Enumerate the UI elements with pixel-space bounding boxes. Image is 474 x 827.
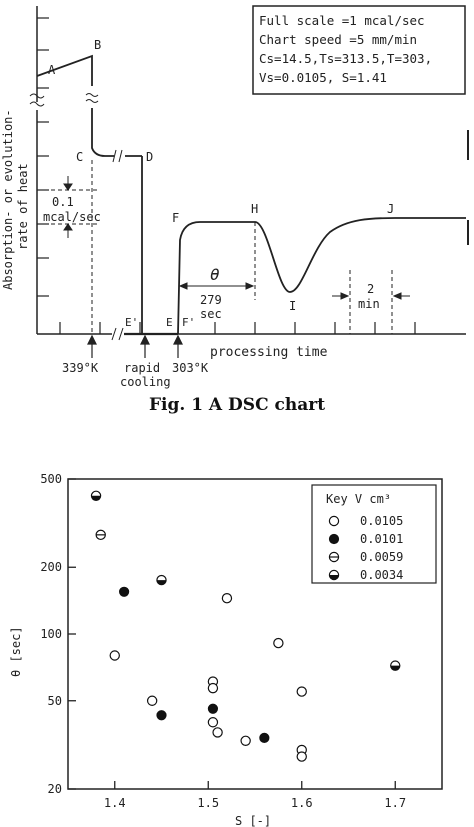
legend-label: 0.0034	[360, 568, 403, 582]
dsc-marker-rapid: rapid	[124, 361, 160, 375]
dsc-y-ticks	[37, 17, 49, 297]
data-point	[273, 637, 284, 649]
data-point	[95, 529, 106, 541]
legend-marker	[328, 569, 340, 581]
dsc-marker-339: 339°K	[62, 361, 99, 375]
legend-box	[311, 484, 437, 584]
x-tick-label: 1.5	[197, 796, 219, 810]
data-point	[207, 682, 219, 694]
y-tick-label: 200	[40, 560, 62, 574]
dsc-point-label: I	[289, 299, 296, 313]
dsc-point-label: J	[387, 202, 394, 216]
data-point	[212, 727, 223, 738]
dsc-y-label: Absorption- or evolution-	[1, 109, 15, 290]
y-tick-label: 100	[40, 627, 62, 641]
data-point	[119, 586, 130, 597]
dsc-scale-arrows	[63, 176, 73, 238]
dsc-event-arrows	[87, 334, 183, 358]
dsc-point-label: E'	[125, 316, 138, 329]
dsc-curve-break	[112, 149, 123, 163]
data-point	[109, 650, 120, 661]
data-point	[296, 686, 307, 697]
legend-label: 0.0101	[360, 532, 403, 546]
dsc-point-label: D	[146, 150, 153, 164]
dsc-marker-303: 303°K	[172, 361, 209, 375]
dsc-point-label: B	[94, 38, 101, 52]
data-point	[207, 703, 219, 714]
data-point	[296, 751, 307, 762]
dsc-info-box	[252, 5, 466, 95]
dsc-theta-symbol: θ	[210, 265, 220, 284]
dsc-curve-cd	[91, 108, 142, 157]
dsc-speed-unit: min	[358, 297, 380, 311]
y-tick-label: 500	[40, 472, 62, 486]
y-axis-label: θ [sec]	[9, 626, 23, 677]
data-point	[240, 735, 251, 746]
data-point	[146, 695, 158, 706]
dsc-y-axis-break	[29, 93, 45, 107]
dsc-marker-rapid: cooling	[120, 375, 171, 389]
dsc-theta-unit: sec	[200, 307, 222, 321]
dsc-point-label: F	[172, 211, 179, 225]
x-tick-label: 1.6	[291, 796, 313, 810]
dsc-chart: Full scale =1 mcal/sec Chart speed =5 mm…	[1, 5, 469, 389]
dsc-theta-arrows	[178, 282, 410, 300]
dsc-info-line: Chart speed =5 mm/min	[259, 32, 417, 47]
dsc-curve-break	[85, 93, 99, 103]
dsc-info-line: Cs=14.5,Ts=313.5,T=303,	[259, 51, 432, 66]
data-point	[390, 660, 401, 671]
dsc-x-label: processing time	[210, 345, 328, 360]
dsc-guide-lines	[37, 160, 393, 334]
dsc-speed-value: 2	[367, 282, 374, 296]
legend-title: Key V cm³	[326, 492, 391, 506]
dsc-point-label: F'	[182, 316, 195, 329]
scatter-chart: 1.4 1.5 1.6 1.7 20 50 100 200 500 Key V cm³ 0.01…	[9, 472, 443, 827]
dsc-point-label: A	[48, 63, 56, 77]
legend-label: 0.0105	[360, 514, 403, 528]
data-point	[90, 490, 102, 501]
figure-caption: Fig. 1 A DSC chart	[148, 395, 326, 415]
dsc-x-ticks	[59, 322, 416, 334]
x-tick-label: 1.7	[384, 796, 406, 810]
y-tick-label: 50	[48, 694, 62, 708]
dsc-info-line: Full scale =1 mcal/sec	[259, 13, 425, 28]
dsc-curve-ab	[36, 54, 93, 86]
dsc-info-line: Vs=0.0105, S=1.41	[259, 70, 387, 85]
legend-marker	[328, 515, 340, 527]
dsc-point-label: C	[76, 150, 83, 164]
dsc-y-label: rate of heat	[16, 163, 30, 250]
y-tick-label: 20	[48, 782, 62, 796]
dsc-theta-value: 279	[200, 293, 222, 307]
legend-marker	[328, 551, 340, 563]
x-tick-label: 1.4	[104, 796, 126, 810]
dsc-point-label: H	[251, 202, 258, 216]
x-axis-label: S [-]	[235, 814, 271, 827]
dsc-scale-label: mcal/sec	[43, 210, 101, 224]
dsc-point-label: E	[166, 316, 173, 329]
data-point	[259, 732, 270, 743]
dsc-x-axis-break	[111, 327, 124, 341]
data-point	[156, 574, 167, 586]
dsc-curve-main	[177, 217, 466, 335]
legend-marker	[328, 533, 340, 545]
legend-label: 0.0059	[360, 550, 403, 564]
dsc-scale-label: 0.1	[52, 195, 74, 209]
data-point	[221, 593, 233, 604]
data-point	[207, 717, 219, 728]
data-point	[156, 710, 167, 721]
